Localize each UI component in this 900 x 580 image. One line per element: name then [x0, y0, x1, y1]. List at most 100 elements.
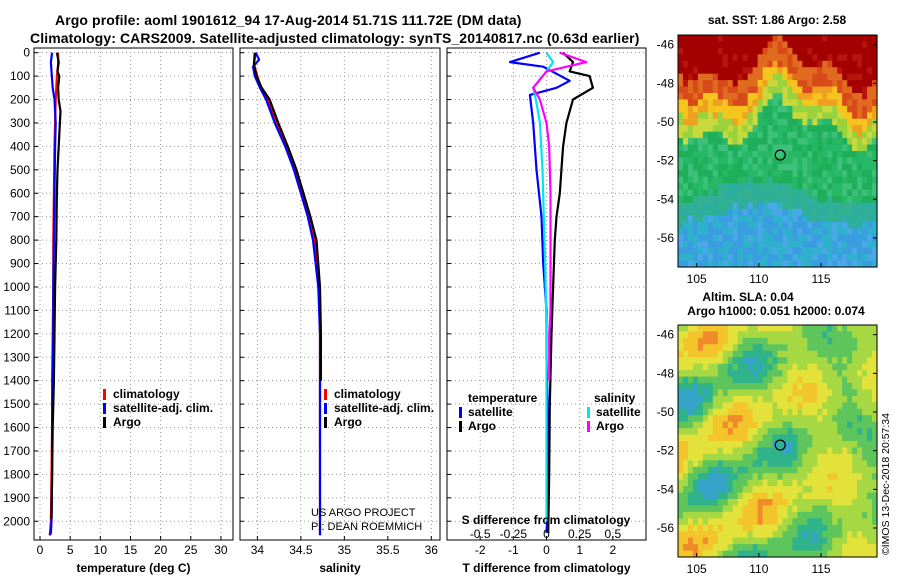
heatmap-cells — [678, 325, 878, 558]
series-line-satellite-adj-clim- — [251, 52, 322, 536]
y-tick-label: 500 — [10, 163, 30, 177]
legend-swatch — [459, 421, 462, 432]
y-tick-label: 1600 — [3, 421, 30, 435]
y-tick-label: 1100 — [4, 303, 30, 317]
legend-label: Argo — [334, 415, 362, 429]
series-line-salinity-satellite — [532, 52, 555, 522]
legend-label: Argo — [596, 419, 624, 433]
x-tick-label: 110 — [749, 272, 768, 286]
x-tick-label: 110 — [749, 562, 768, 576]
y-tick-label: 1300 — [3, 350, 30, 364]
legend-swatch — [324, 417, 327, 428]
series-line-temperature-argo — [547, 51, 595, 534]
y-tick-label: -46 — [657, 328, 675, 342]
secondary-x-axis-label: S difference from climatology — [462, 513, 631, 527]
x-tick-label: 105 — [687, 562, 707, 576]
x-tick-label: 115 — [811, 562, 830, 576]
y-tick-label: 1400 — [3, 374, 30, 388]
project-annotation: US ARGO PROJECT — [311, 507, 416, 519]
y-tick-label: -52 — [657, 444, 675, 458]
legend-swatch — [324, 403, 327, 414]
sst-map-panel: sat. SST: 1.86 Argo: 2.58 105 110 115 -46 -48… — [657, 13, 878, 286]
legend-swatch — [587, 421, 590, 432]
secondary-x-tick-label: 0 — [543, 527, 550, 541]
salinity-profile-panel: 34 34.5 35 35.5 36 salinity climatologysatelli… — [239, 47, 441, 575]
legend-label: climatology — [113, 387, 180, 401]
map-frame — [677, 324, 878, 558]
x-tick-label: 10 — [94, 543, 108, 557]
y-tick-label: 400 — [10, 139, 30, 153]
y-tick-label: 2000 — [3, 514, 30, 528]
legend-swatch — [459, 407, 462, 418]
difference-profile-panel: -2 -1 0 1 2 T difference from climatology S di… — [446, 47, 647, 575]
x-tick-label: 1 — [576, 543, 583, 557]
x-tick-label: 105 — [687, 272, 707, 286]
legend-swatch — [324, 389, 327, 400]
plot-frame — [33, 47, 234, 541]
argo-float-marker — [774, 439, 786, 451]
sst-map-title: sat. SST: 1.86 Argo: 2.58 — [708, 13, 847, 27]
y-tick-label: -50 — [657, 405, 675, 419]
y-tick-label: -46 — [657, 38, 675, 52]
x-tick-label: 0 — [37, 543, 44, 557]
plot-frame — [239, 47, 441, 541]
x-tick-label: 30 — [214, 543, 228, 557]
title-line-1: Argo profile: aoml 1901612_94 17-Aug-201… — [55, 12, 522, 28]
credit-label: ©IMOS 13-Dec-2018 20:57:34 — [880, 413, 892, 555]
x-tick-label: 5 — [67, 543, 74, 557]
y-tick-label: 1700 — [3, 444, 30, 458]
y-tick-label: 1500 — [3, 397, 30, 411]
legend-title: salinity — [594, 391, 636, 405]
series-line-salinity-argo — [532, 51, 588, 381]
x-tick-label: -1 — [508, 543, 519, 557]
y-tick-label: 1900 — [3, 491, 30, 505]
y-tick-label: -52 — [657, 154, 675, 168]
y-tick-label: -54 — [657, 192, 675, 206]
heatmap-cells — [678, 35, 878, 268]
secondary-x-tick-label: 0.25 — [568, 527, 592, 541]
y-tick-label: -56 — [657, 231, 675, 245]
x-tick-label: 34.5 — [289, 543, 313, 557]
x-tick-label: 35 — [338, 543, 352, 557]
secondary-x-tick-label: 0.5 — [604, 527, 621, 541]
legend-label: Argo — [468, 419, 496, 433]
x-tick-label: 15 — [124, 543, 138, 557]
legend-swatch — [103, 417, 106, 428]
y-tick-label: 0 — [23, 46, 30, 60]
sla-map-title: Altim. SLA: 0.04 — [702, 290, 794, 304]
x-axis-label: salinity — [319, 561, 361, 575]
argo-float-marker — [774, 149, 786, 161]
y-tick-label: -48 — [657, 366, 675, 380]
y-tick-label: 200 — [10, 93, 30, 107]
pi-annotation: PI: DEAN ROEMMICH — [311, 521, 422, 533]
x-tick-label: 20 — [154, 543, 168, 557]
legend-label: satellite — [468, 405, 513, 419]
y-tick-label: 900 — [10, 257, 30, 271]
y-tick-label: -54 — [657, 482, 675, 496]
x-axis-label: temperature (deg C) — [76, 561, 190, 575]
y-tick-label: -50 — [657, 115, 675, 129]
y-tick-label: -56 — [657, 521, 675, 535]
y-tick-label: 600 — [10, 186, 30, 200]
secondary-x-tick-label: -0.5 — [470, 527, 491, 541]
legend-swatch — [587, 407, 590, 418]
x-tick-label: 2 — [609, 543, 616, 557]
legend-title: temperature — [468, 391, 538, 405]
x-tick-label: 36 — [425, 543, 439, 557]
series-line-temperature-satellite — [508, 51, 571, 534]
y-tick-label: 300 — [10, 116, 30, 130]
secondary-x-tick-label: -0.25 — [500, 527, 528, 541]
legend-label: satellite — [596, 405, 641, 419]
legend-label: Argo — [113, 415, 141, 429]
x-tick-label: 25 — [184, 543, 198, 557]
x-tick-label: 35.5 — [376, 543, 400, 557]
x-axis-label: T difference from climatology — [462, 561, 630, 575]
y-tick-label: 1200 — [3, 327, 30, 341]
legend-label: climatology — [334, 387, 401, 401]
title-line-2: Climatology: CARS2009. Satellite-adjuste… — [30, 30, 640, 46]
y-tick-label: 100 — [10, 69, 30, 83]
sla-map-subtitle: Argo h1000: 0.051 h2000: 0.074 — [687, 304, 865, 318]
